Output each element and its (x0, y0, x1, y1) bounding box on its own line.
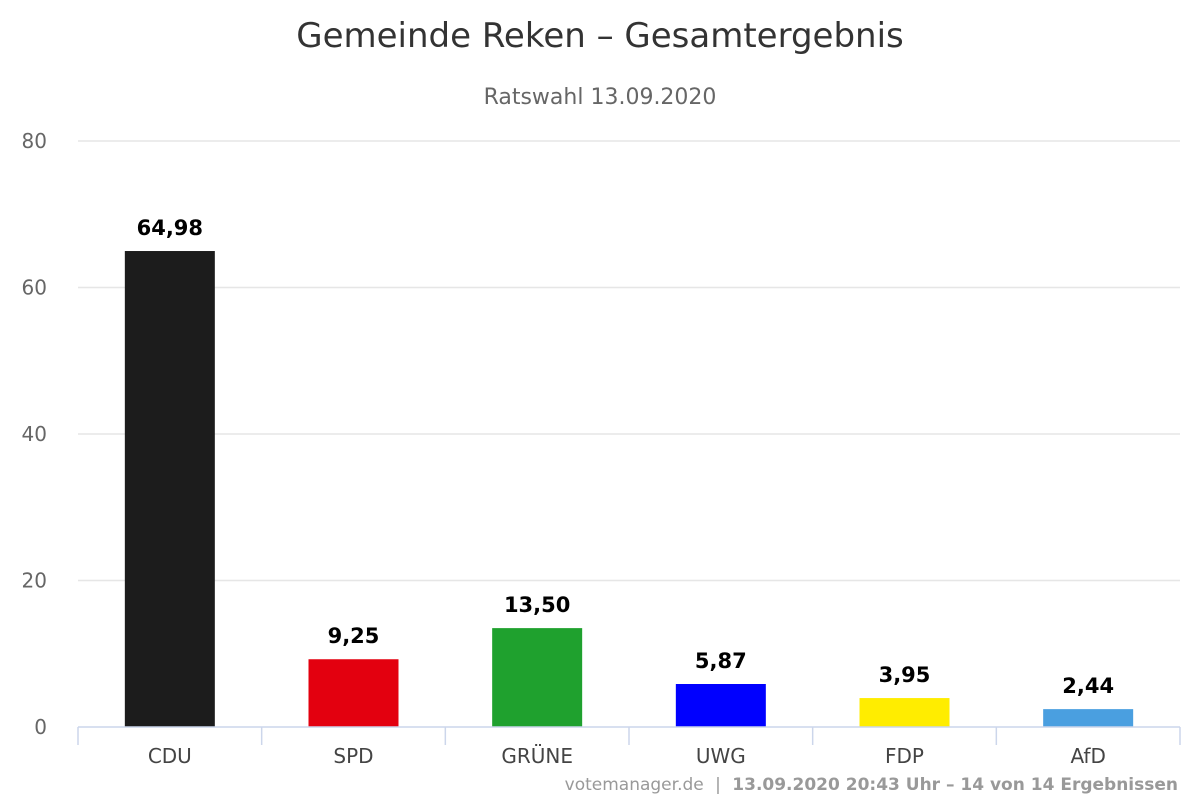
data-label: 9,25 (328, 624, 380, 648)
data-label: 13,50 (504, 593, 570, 617)
y-tick-label: 60 (22, 276, 47, 300)
data-labels: 64,98 9,25 13,50 5,87 3,95 2,44 (137, 216, 1114, 698)
y-tick-label: 40 (22, 422, 47, 446)
gridlines (78, 140, 1180, 582)
y-tick-label: 80 (22, 129, 47, 153)
chart-title: Gemeinde Reken – Gesamtergebnis (296, 16, 904, 56)
data-label: 2,44 (1062, 674, 1114, 698)
x-tick-label: SPD (333, 744, 373, 768)
bars (124, 251, 1134, 728)
bar-fdp[interactable] (859, 698, 950, 727)
footer-status: 13.09.2020 20:43 Uhr – 14 von 14 Ergebni… (732, 775, 1178, 795)
x-axis: CDU SPD GRÜNE UWG FDP AfD (77, 727, 1181, 768)
x-tick-label: UWG (696, 744, 746, 768)
footer-credits: votemanager.de | 13.09.2020 20:43 Uhr – … (565, 775, 1178, 795)
x-tick-label: FDP (885, 744, 924, 768)
data-label: 5,87 (695, 649, 747, 673)
x-tick-label: GRÜNE (501, 744, 573, 768)
data-label: 64,98 (137, 216, 203, 240)
chart-subtitle: Ratswahl 13.09.2020 (484, 85, 717, 110)
bar-spd[interactable] (308, 659, 399, 727)
x-tick-label: CDU (148, 744, 192, 768)
footer-separator: | (715, 775, 721, 795)
bar-afd[interactable] (1043, 709, 1134, 727)
footer-source: votemanager.de (565, 775, 704, 795)
data-label: 3,95 (879, 663, 931, 687)
y-tick-label: 20 (22, 569, 47, 593)
y-axis-ticks: 0 20 40 60 80 (22, 129, 47, 739)
x-tick-label: AfD (1070, 744, 1105, 768)
y-tick-label: 0 (34, 715, 47, 739)
bar-cdu[interactable] (124, 251, 215, 728)
bar-uwg[interactable] (675, 684, 766, 727)
bar-grüne[interactable] (492, 628, 583, 727)
